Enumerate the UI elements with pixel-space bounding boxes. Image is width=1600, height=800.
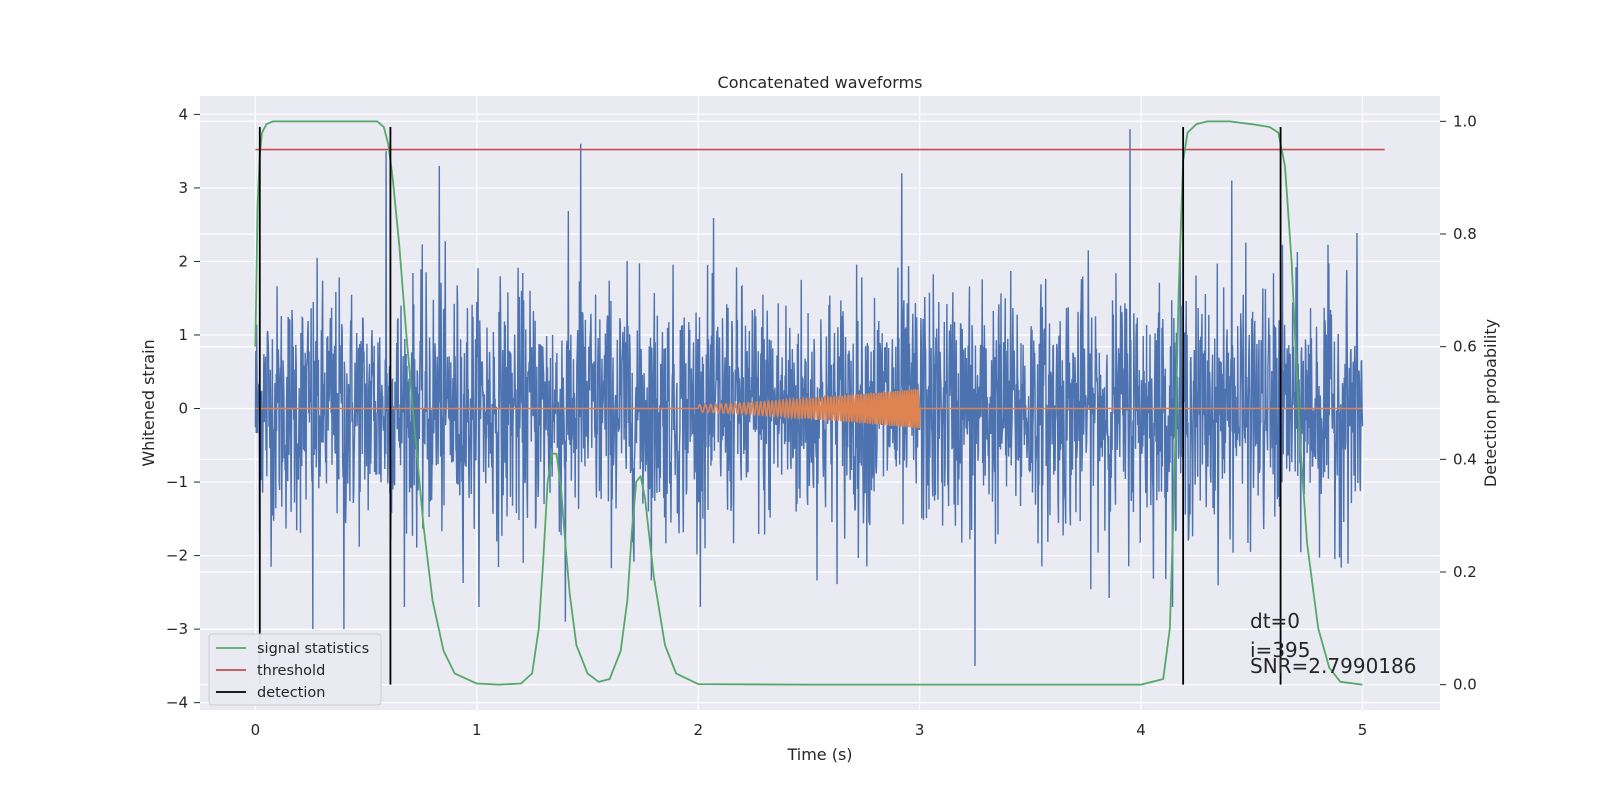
annotation-i: i=395: [1250, 638, 1311, 662]
legend-label-signal-statistics: signal statistics: [257, 641, 369, 657]
y-tick-label: 1: [178, 326, 188, 344]
y2-tick-label: 0.6: [1453, 338, 1477, 356]
chart-title: Concatenated waveforms: [718, 73, 923, 92]
x-tick-label: 5: [1358, 721, 1368, 739]
y-tick-label: −4: [166, 694, 188, 712]
y-tick-label: 3: [178, 179, 188, 197]
y2-tick-label: 1.0: [1453, 112, 1477, 130]
x-tick-label: 3: [915, 721, 925, 739]
y-tick-label: 0: [178, 400, 188, 418]
y2-tick-label: 0.8: [1453, 225, 1477, 243]
x-tick-label: 2: [693, 721, 703, 739]
legend-label-detection: detection: [257, 685, 325, 701]
annotation-dt: dt=0: [1250, 609, 1300, 633]
x-tick-label: 0: [251, 721, 261, 739]
plot-area: [254, 120, 1385, 686]
y-tick-label: 2: [178, 252, 188, 270]
y-axis-label: Whitened strain: [139, 339, 158, 466]
y-tick-label: −3: [166, 620, 188, 638]
y2-tick-label: 0.0: [1453, 676, 1477, 694]
y-tick-label: −2: [166, 547, 188, 565]
y-axis-ticks: −4 −3 −2 −1 0 1 2 3 4: [166, 105, 200, 712]
y-tick-label: −1: [166, 473, 188, 491]
y2-tick-label: 0.4: [1453, 450, 1477, 468]
legend-label-threshold: threshold: [257, 663, 325, 679]
y2-tick-label: 0.2: [1453, 563, 1477, 581]
x-axis-label: Time (s): [786, 745, 852, 764]
y-tick-label: 4: [178, 105, 188, 123]
waveform-chirp-line: [255, 388, 1363, 429]
legend-box: [208, 633, 382, 706]
annotation-snr: SNR=2.7990186: [1250, 654, 1416, 678]
signal-statistics-line: [254, 120, 1363, 686]
y2-axis-ticks: 0.0 0.2 0.4 0.6 0.8 1.0: [1440, 112, 1477, 694]
x-tick-label: 4: [1136, 721, 1146, 739]
legend: signal statistics threshold detection: [208, 633, 382, 706]
x-axis-ticks: 0 1 2 3 4 5: [251, 721, 1368, 739]
x-tick-label: 1: [472, 721, 482, 739]
y2-axis-label: Detection probability: [1481, 319, 1500, 487]
